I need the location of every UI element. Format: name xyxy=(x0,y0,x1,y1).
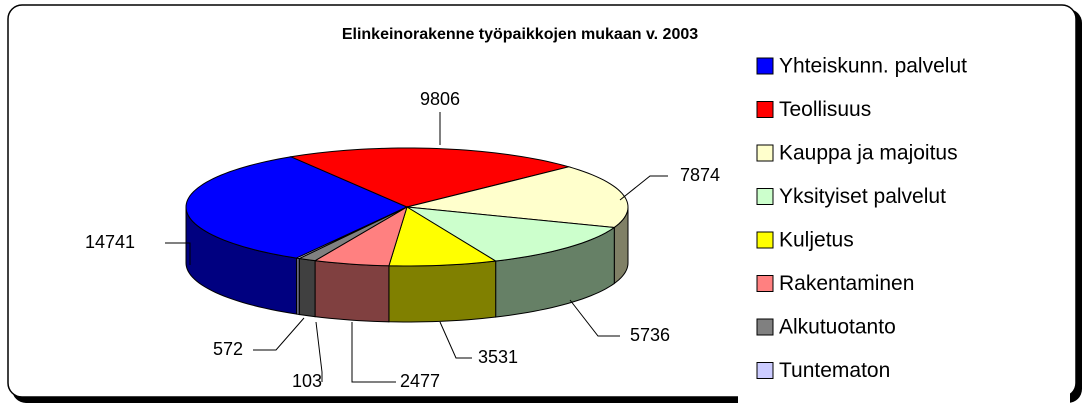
slice xyxy=(289,147,571,208)
legend-label: Kauppa ja majoitus xyxy=(779,142,958,165)
slice xyxy=(185,156,409,259)
legend-label: Yksityiset palvelut xyxy=(779,185,946,208)
data-label: 9806 xyxy=(420,89,460,109)
slice xyxy=(294,206,408,260)
legend-label: Tuntematon xyxy=(779,359,890,382)
legend-swatch xyxy=(756,231,774,249)
leader-line xyxy=(619,175,668,201)
slice-side xyxy=(388,260,497,323)
legend-swatch xyxy=(756,144,774,162)
leader-line xyxy=(315,321,323,382)
leader-line xyxy=(569,299,620,337)
legend-box xyxy=(738,44,1070,406)
data-label: 3531 xyxy=(478,347,518,367)
leader-line xyxy=(351,322,396,383)
slice xyxy=(313,205,408,267)
legend-label: Alkutuotanto xyxy=(779,316,896,339)
leader-line xyxy=(439,321,472,359)
legend-swatch xyxy=(756,57,774,75)
legend-label: Kuljetus xyxy=(779,229,854,252)
data-label: 7874 xyxy=(680,165,720,185)
leader-line xyxy=(165,242,191,265)
legend-swatch xyxy=(756,101,774,118)
data-label: 14741 xyxy=(85,232,135,252)
slice xyxy=(388,206,498,267)
legend-label: Yhteiskunn. palvelut xyxy=(779,55,967,78)
data-label: 103 xyxy=(292,371,322,391)
legend-label: Rakentaminen xyxy=(779,272,914,295)
legend-swatch xyxy=(756,362,774,379)
slice-side xyxy=(314,260,390,323)
legend-swatch xyxy=(756,275,774,292)
slice xyxy=(406,206,616,262)
slice-side xyxy=(298,257,316,318)
legend-swatch xyxy=(756,318,774,336)
data-label: 2477 xyxy=(400,371,440,391)
pie: 14741 9806 7874 5736 3531 2477 572 103 xyxy=(85,89,720,391)
leader-line xyxy=(253,317,305,351)
legend-label: Teollisuus xyxy=(779,98,871,121)
chart-title: Elinkeinorakenne työpaikkojen mukaan v. … xyxy=(342,26,698,43)
data-label: 5736 xyxy=(630,325,670,345)
legend-swatch xyxy=(756,188,774,205)
slice-side xyxy=(296,257,300,316)
legend: Yhteiskunn. palvelut Teollisuus Kauppa ja … xyxy=(756,55,967,382)
data-label: 572 xyxy=(213,339,243,359)
